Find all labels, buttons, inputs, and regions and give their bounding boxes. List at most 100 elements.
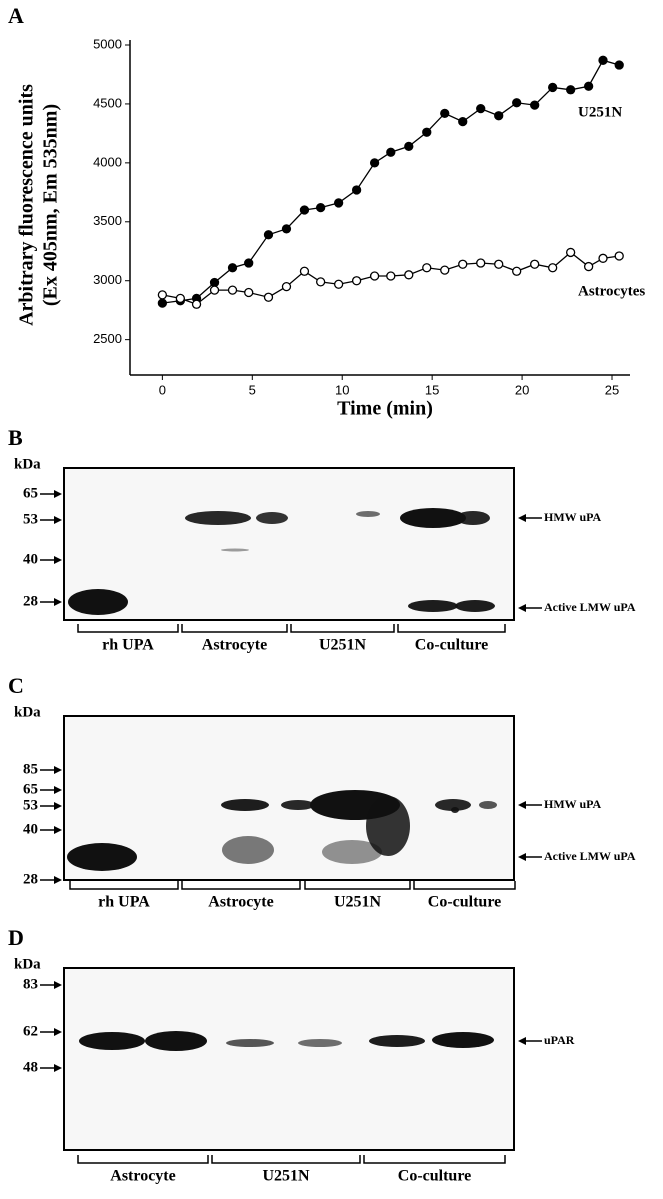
lane-bracket bbox=[290, 624, 395, 633]
data-point bbox=[227, 285, 238, 295]
marker-label: 62 bbox=[23, 1023, 38, 1039]
lane-bracket bbox=[211, 1155, 361, 1164]
marker-label: 85 bbox=[23, 761, 38, 777]
band-arrow bbox=[518, 801, 526, 809]
x-tick-label: 0 bbox=[159, 382, 166, 397]
band bbox=[455, 600, 495, 612]
data-point bbox=[281, 281, 292, 292]
data-point bbox=[263, 230, 274, 240]
marker-label: 65 bbox=[23, 781, 38, 797]
data-point bbox=[494, 259, 504, 269]
panel-label: A bbox=[8, 3, 24, 28]
data-point bbox=[157, 298, 168, 308]
band bbox=[456, 511, 490, 525]
y-tick-label: 4000 bbox=[93, 154, 122, 169]
data-point bbox=[299, 266, 310, 276]
lane-bracket bbox=[413, 881, 516, 890]
band-arrow bbox=[518, 604, 526, 612]
band bbox=[451, 807, 459, 813]
data-point bbox=[404, 270, 414, 280]
panel-label: B bbox=[8, 425, 23, 450]
band bbox=[322, 840, 382, 864]
band bbox=[222, 836, 274, 864]
marker-label: 83 bbox=[23, 976, 38, 992]
lane-label: U251N bbox=[334, 894, 382, 911]
data-point bbox=[351, 185, 362, 195]
band bbox=[68, 589, 128, 615]
data-point bbox=[209, 277, 220, 288]
x-tick-label: 20 bbox=[515, 382, 529, 397]
lane-label: Astrocyte bbox=[208, 894, 273, 911]
lane-bracket bbox=[363, 1155, 506, 1164]
lane-label: rh UPA bbox=[102, 637, 154, 654]
band-label: Active LMW uPA bbox=[544, 849, 636, 863]
marker-label: 28 bbox=[23, 593, 38, 609]
arrow-head bbox=[54, 826, 62, 834]
y-tick-label: 2500 bbox=[93, 331, 122, 346]
band-label: uPAR bbox=[544, 1033, 575, 1047]
band bbox=[67, 843, 137, 871]
band bbox=[435, 799, 471, 811]
marker-label: 65 bbox=[23, 485, 38, 501]
x-axis-label: Time (min) bbox=[337, 398, 433, 420]
band-label: HMW uPA bbox=[544, 797, 602, 811]
arrow-head bbox=[54, 981, 62, 989]
band bbox=[185, 511, 251, 525]
lane-label: rh UPA bbox=[98, 894, 150, 911]
data-point bbox=[333, 279, 344, 289]
band bbox=[221, 548, 249, 552]
data-point bbox=[512, 98, 522, 108]
y-axis-label: (Ex 405nm, Em 535nm) bbox=[40, 104, 62, 306]
band bbox=[356, 511, 380, 517]
data-point bbox=[351, 276, 362, 286]
y-axis-label: Arbitrary fluorescence units bbox=[16, 84, 38, 326]
band bbox=[366, 796, 410, 856]
data-point bbox=[512, 266, 522, 276]
band bbox=[400, 508, 466, 528]
data-point bbox=[583, 81, 594, 91]
lane-label: Co-culture bbox=[398, 1168, 471, 1185]
data-point bbox=[458, 116, 468, 127]
data-point bbox=[583, 261, 594, 272]
y-tick-label: 4500 bbox=[93, 95, 122, 110]
marker-label: 53 bbox=[23, 511, 38, 527]
arrow-head bbox=[54, 876, 62, 884]
data-point bbox=[157, 290, 168, 300]
lane-bracket bbox=[397, 624, 506, 633]
arrow-head bbox=[54, 1064, 62, 1072]
data-point bbox=[548, 263, 558, 273]
series-annotation: U251N bbox=[578, 104, 622, 120]
lane-bracket bbox=[181, 881, 301, 890]
data-point bbox=[175, 293, 186, 304]
band-arrow bbox=[518, 853, 526, 861]
lane-bracket bbox=[77, 624, 179, 633]
data-point bbox=[565, 85, 576, 95]
unit-label: kDa bbox=[14, 956, 41, 972]
data-point bbox=[244, 258, 254, 268]
arrow-head bbox=[54, 598, 62, 606]
series-annotation: Astrocytes bbox=[578, 283, 645, 299]
blot bbox=[63, 715, 515, 881]
data-point bbox=[548, 82, 558, 93]
blot bbox=[63, 467, 515, 621]
x-tick-label: 15 bbox=[425, 382, 439, 397]
band-arrow bbox=[518, 1037, 526, 1045]
data-point bbox=[476, 258, 486, 268]
data-point bbox=[422, 263, 432, 273]
data-point bbox=[458, 259, 468, 269]
data-point bbox=[614, 251, 624, 261]
lane-label: Co-culture bbox=[428, 894, 501, 911]
data-point bbox=[191, 299, 202, 309]
data-point bbox=[530, 259, 540, 269]
lane-label: Astrocyte bbox=[110, 1168, 175, 1185]
x-tick-label: 25 bbox=[605, 382, 619, 397]
arrow-head bbox=[54, 766, 62, 774]
data-point bbox=[333, 198, 344, 208]
data-point bbox=[209, 285, 220, 295]
x-tick-label: 5 bbox=[249, 382, 256, 397]
band bbox=[145, 1031, 207, 1051]
data-point bbox=[369, 271, 380, 281]
data-point bbox=[598, 253, 608, 263]
marker-label: 28 bbox=[23, 871, 38, 887]
